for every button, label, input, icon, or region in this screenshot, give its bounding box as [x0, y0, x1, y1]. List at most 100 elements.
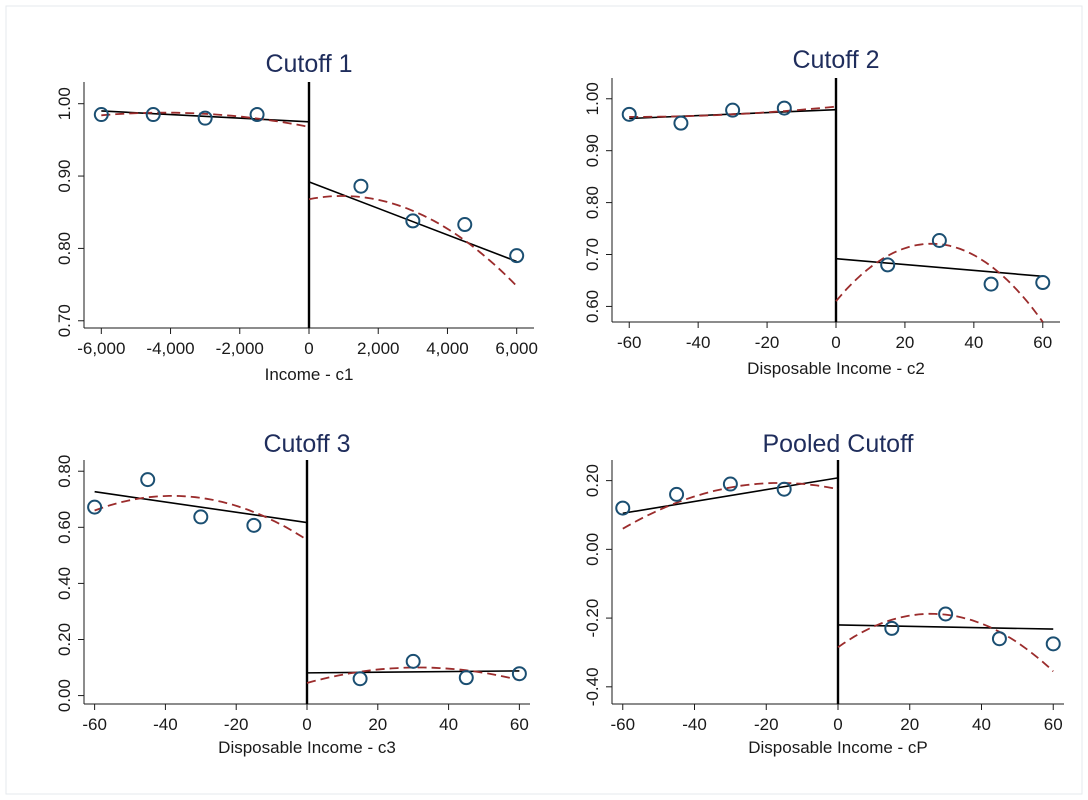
- x-tick-label: -20: [224, 715, 249, 734]
- quadratic-fit-curve: [101, 111, 310, 128]
- quadratic-fit-curve: [94, 494, 308, 541]
- y-tick-label: -0.20: [583, 599, 602, 638]
- plot-area: [93, 82, 525, 328]
- y-tick-label: 0.80: [583, 186, 602, 219]
- data-point: [880, 257, 896, 273]
- data-point: [197, 110, 213, 126]
- data-point: [145, 107, 161, 123]
- data-point: [722, 476, 738, 492]
- x-tick-label: 20: [895, 333, 914, 352]
- data-point: [405, 213, 421, 229]
- data-point: [457, 217, 473, 233]
- panel-cutoff-1: Cutoff 1 Income - c1 -6,000 -4,000 -2,000 0…: [55, 50, 538, 384]
- panel-title: Cutoff 3: [263, 430, 350, 458]
- data-point: [1035, 275, 1051, 291]
- x-tick-label: 0: [833, 715, 842, 734]
- data-point: [87, 499, 103, 515]
- x-tick-label: 4,000: [426, 339, 469, 358]
- x-tick-label: 60: [510, 715, 529, 734]
- panel-title: Cutoff 1: [265, 50, 352, 78]
- x-tick-label: -6,000: [77, 339, 125, 358]
- data-point: [352, 671, 368, 687]
- data-point: [140, 472, 156, 488]
- linear-fit-line: [835, 257, 1043, 278]
- data-point: [673, 115, 689, 131]
- y-tick-label: 0.90: [55, 160, 74, 193]
- x-tick-label: 60: [1033, 333, 1052, 352]
- y-tick-label: 0.80: [55, 232, 74, 265]
- y-tick-label: 0.60: [55, 511, 74, 544]
- data-point: [246, 517, 262, 533]
- y-tick-label: 0.90: [583, 134, 602, 167]
- data-point: [991, 631, 1007, 647]
- quadratic-fit-curve: [306, 666, 520, 684]
- x-tick-label: 2,000: [357, 339, 400, 358]
- data-point: [776, 100, 792, 116]
- x-tick-label: 0: [831, 333, 840, 352]
- plot-area: [615, 460, 1061, 704]
- data-point: [405, 653, 421, 669]
- x-tick-label: -40: [686, 333, 711, 352]
- x-tick-label: 20: [368, 715, 387, 734]
- x-tick-label: 40: [964, 333, 983, 352]
- data-point: [938, 606, 954, 622]
- data-point: [93, 107, 109, 123]
- x-tick-label: -40: [682, 715, 707, 734]
- data-point: [884, 620, 900, 636]
- x-tick-label: -20: [754, 715, 779, 734]
- data-point: [509, 248, 525, 264]
- y-tick-label: 0.60: [583, 290, 602, 323]
- data-point: [931, 232, 947, 248]
- x-axis-label: Income - c1: [265, 365, 354, 384]
- data-point: [193, 509, 209, 525]
- quadratic-fit-curve: [629, 105, 837, 118]
- x-tick-label: -4,000: [146, 339, 194, 358]
- x-tick-label: -2,000: [216, 339, 264, 358]
- x-tick-label: 20: [900, 715, 919, 734]
- data-point: [615, 500, 631, 516]
- plot-area: [87, 460, 527, 704]
- y-tick-label: 0.00: [583, 533, 602, 566]
- panel-title: Pooled Cutoff: [762, 430, 913, 458]
- panel-cutoff-2: Cutoff 2 Disposable Income - c2 -60 -40 -2…: [583, 46, 1060, 378]
- x-axis-label: Disposable Income - c3: [218, 738, 396, 757]
- x-tick-label: -60: [610, 715, 635, 734]
- data-point: [621, 106, 637, 122]
- data-point: [725, 102, 741, 118]
- data-point: [1045, 636, 1061, 652]
- x-axis-label: Disposable Income - cP: [748, 738, 928, 757]
- data-point: [983, 276, 999, 292]
- y-tick-label: 0.20: [55, 623, 74, 656]
- data-point: [511, 666, 527, 682]
- x-tick-label: 0: [302, 715, 311, 734]
- x-tick-label: 40: [439, 715, 458, 734]
- x-tick-label: 6,000: [495, 339, 538, 358]
- y-tick-label: -0.40: [583, 667, 602, 706]
- axis-ticks: -60 -40 -20 0 20 40 60 0.00 0.20 0.40 0.60 0.80: [55, 455, 530, 734]
- y-tick-label: 0.00: [55, 679, 74, 712]
- linear-fit-line: [306, 670, 520, 674]
- y-tick-label: 0.20: [583, 464, 602, 497]
- quadratic-fit-curve: [308, 195, 518, 287]
- quadratic-fit-curve: [837, 612, 1054, 673]
- axis-ticks: -6,000 -4,000 -2,000 0 2,000 4,000 6,000 0.70 0.…: [55, 82, 538, 358]
- y-tick-label: 1.00: [583, 82, 602, 115]
- linear-fit-line: [94, 490, 308, 524]
- x-tick-label: 0: [304, 339, 313, 358]
- y-tick-label: 0.80: [55, 455, 74, 488]
- quadratic-fit-curve: [835, 242, 1044, 323]
- data-point: [776, 481, 792, 497]
- x-tick-label: 60: [1044, 715, 1063, 734]
- data-point: [249, 107, 265, 123]
- axis-ticks: -60 -40 -20 0 20 40 60 0.60 0.70 0.80 0.90 1.00: [583, 78, 1060, 352]
- y-tick-label: 1.00: [55, 87, 74, 120]
- x-tick-label: -40: [153, 715, 178, 734]
- plot-area: [621, 78, 1051, 323]
- y-tick-label: 0.70: [583, 238, 602, 271]
- x-tick-label: -60: [617, 333, 642, 352]
- data-point: [353, 178, 369, 194]
- figure-frame: [5, 5, 1083, 795]
- panel-title: Cutoff 2: [792, 46, 879, 74]
